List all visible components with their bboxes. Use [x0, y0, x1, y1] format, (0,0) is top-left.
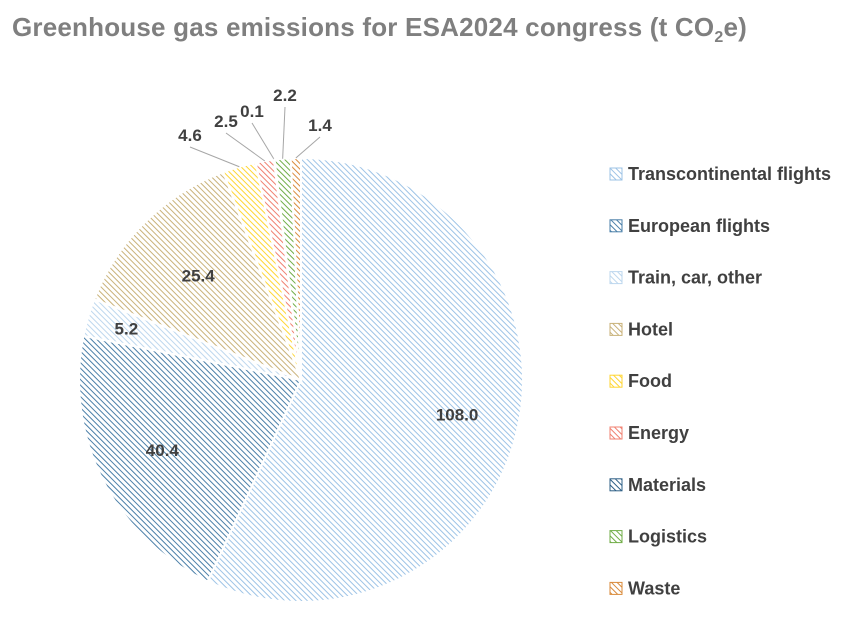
legend-label-european-flights: European flights	[628, 216, 770, 236]
legend-label-train-car-other: Train, car, other	[628, 268, 762, 288]
legend-swatch-train-car-other	[609, 271, 623, 285]
legend-swatch-food	[609, 374, 623, 388]
legend-label-materials: Materials	[628, 475, 706, 495]
legend-swatch-hotel	[609, 322, 623, 336]
legend-label-energy: Energy	[628, 423, 689, 443]
chart-title: Greenhouse gas emissions for ESA2024 con…	[12, 12, 747, 47]
data-label-european-flights: 40.4	[146, 441, 180, 460]
data-label-train-car-other: 5.2	[115, 320, 139, 339]
leader-line-energy	[225, 132, 266, 162]
legend-label-food: Food	[628, 371, 672, 391]
data-label-hotel: 25.4	[182, 267, 216, 286]
legend-swatch-waste	[609, 581, 623, 595]
leader-line-materials	[251, 122, 275, 160]
data-label-energy: 2.5	[214, 112, 238, 131]
data-label-waste: 1.4	[308, 116, 332, 135]
leader-line-waste	[295, 136, 321, 159]
leader-line-food	[189, 146, 240, 168]
legend-label-logistics: Logistics	[628, 527, 707, 547]
data-label-transcontinental-flights: 108.0	[436, 405, 479, 424]
legend-swatch-logistics	[609, 530, 623, 544]
legend-swatch-transcontinental-flights	[609, 167, 623, 181]
legend-label-waste: Waste	[628, 578, 680, 598]
slice-transcontinental-flights	[206, 156, 524, 603]
legend-label-transcontinental-flights: Transcontinental flights	[628, 164, 831, 184]
slice-european-flights	[78, 334, 303, 583]
data-label-materials: 0.1	[240, 102, 264, 121]
legend-label-hotel: Hotel	[628, 319, 673, 339]
data-label-logistics: 2.2	[273, 86, 297, 105]
legend-swatch-energy	[609, 426, 623, 440]
slice-hotel	[92, 170, 303, 382]
data-label-food: 4.6	[178, 126, 202, 145]
legend-swatch-materials	[609, 478, 623, 492]
legend-swatch-european-flights	[609, 219, 623, 233]
leader-line-logistics	[282, 106, 286, 159]
